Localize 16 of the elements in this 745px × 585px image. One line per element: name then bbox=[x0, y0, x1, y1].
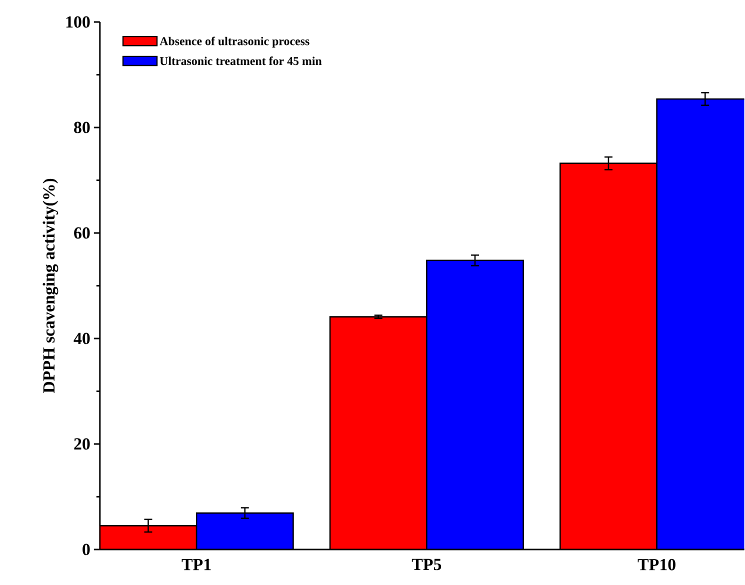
y-tick-label: 20 bbox=[74, 438, 90, 450]
bar bbox=[196, 512, 294, 550]
y-tick-label: 60 bbox=[74, 227, 90, 238]
x-tick-label: TP5 bbox=[412, 558, 442, 570]
bar bbox=[426, 260, 524, 550]
legend-label: Absence of ultrasonic process bbox=[160, 36, 310, 48]
bar bbox=[329, 316, 428, 550]
y-tick-label: 40 bbox=[74, 332, 90, 344]
y-tick-label: 100 bbox=[66, 16, 90, 28]
y-axis-title: DPPH scavenging activity(%) bbox=[42, 178, 58, 393]
y-tick-label: 80 bbox=[74, 122, 90, 133]
bar bbox=[100, 524, 198, 550]
x-tick-label: TP10 bbox=[638, 558, 676, 570]
legend-label: Ultrasonic treatment for 45 min bbox=[160, 56, 322, 65]
x-tick-label: TP1 bbox=[182, 558, 211, 570]
y-tick-label: 0 bbox=[82, 544, 90, 555]
